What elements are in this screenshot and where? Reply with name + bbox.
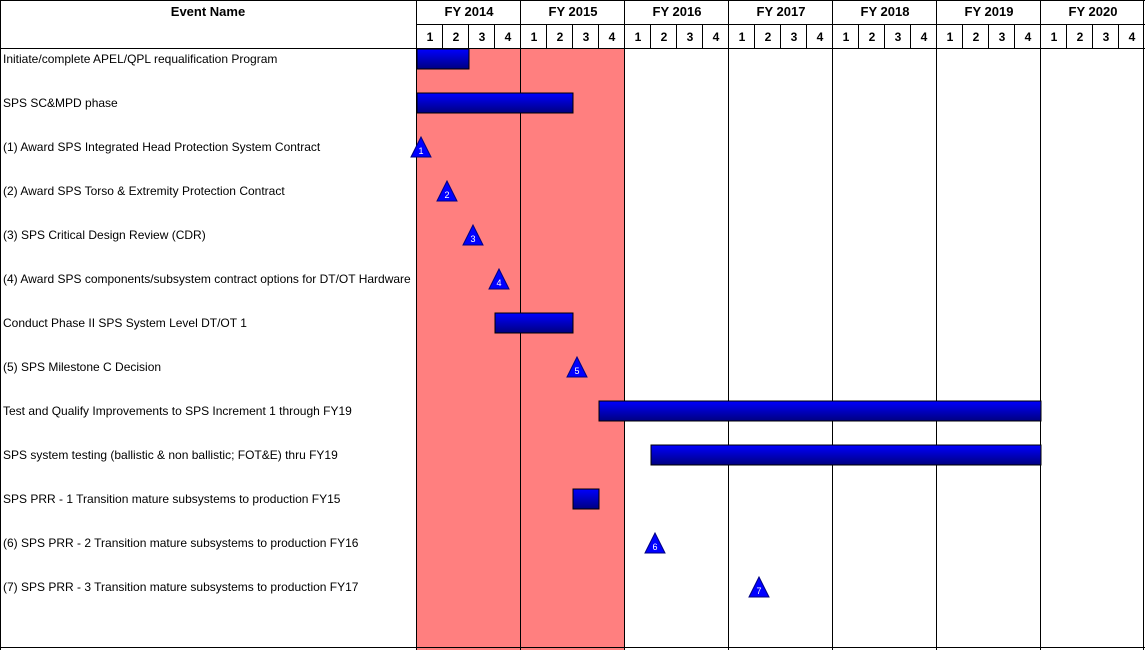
quarter-label: 2 [557, 30, 564, 44]
quarter-label: 1 [843, 30, 850, 44]
fiscal-year-label: FY 2019 [965, 4, 1014, 19]
task-bar [494, 312, 574, 334]
task-bar [416, 48, 470, 70]
milestone-triangle [748, 575, 770, 598]
milestone-number: 1 [418, 146, 423, 156]
event-label: Initiate/complete APEL/QPL requalificati… [3, 52, 277, 66]
quarter-label: 4 [817, 30, 824, 44]
task-bar [650, 444, 1042, 466]
milestone-triangle [462, 223, 484, 246]
quarter-label: 3 [791, 30, 798, 44]
task-bar [572, 488, 600, 510]
quarter-label: 2 [765, 30, 772, 44]
quarter-label: 4 [1025, 30, 1032, 44]
highlight-band-fy-2015 [521, 49, 625, 650]
milestone-triangle [644, 531, 666, 554]
milestone-number: 7 [756, 586, 761, 596]
event-label: (3) SPS Critical Design Review (CDR) [3, 228, 206, 242]
quarter-label: 1 [947, 30, 954, 44]
quarter-label: 2 [869, 30, 876, 44]
quarter-label: 3 [687, 30, 694, 44]
quarter-label: 1 [635, 30, 642, 44]
milestone-number: 4 [496, 278, 501, 288]
quarter-label: 4 [713, 30, 720, 44]
quarter-label: 2 [1077, 30, 1084, 44]
event-label: (7) SPS PRR - 3 Transition mature subsys… [3, 580, 359, 594]
event-label: (6) SPS PRR - 2 Transition mature subsys… [3, 536, 359, 550]
quarter-label: 3 [895, 30, 902, 44]
quarter-label: 3 [1103, 30, 1110, 44]
fiscal-year-label: FY 2015 [549, 4, 598, 19]
quarter-label: 1 [1051, 30, 1058, 44]
event-label: Test and Qualify Improvements to SPS Inc… [3, 404, 352, 418]
highlight-band-fy-2014 [417, 49, 521, 650]
milestone-triangle [566, 355, 588, 378]
task-bar [416, 92, 574, 114]
quarter-label: 3 [999, 30, 1006, 44]
milestone-number: 3 [470, 234, 475, 244]
quarter-label: 4 [609, 30, 616, 44]
event-label: SPS PRR - 1 Transition mature subsystems… [3, 492, 341, 506]
milestone-triangle [410, 135, 432, 158]
fiscal-year-label: FY 2016 [653, 4, 702, 19]
event-label: (1) Award SPS Integrated Head Protection… [3, 140, 321, 154]
event-label: (4) Award SPS components/subsystem contr… [3, 272, 411, 286]
milestone-number: 5 [574, 366, 579, 376]
quarter-label: 4 [921, 30, 928, 44]
fiscal-year-label: FY 2017 [757, 4, 806, 19]
quarter-label: 2 [973, 30, 980, 44]
milestone-number: 2 [444, 190, 449, 200]
event-label: SPS SC&MPD phase [3, 96, 118, 110]
milestone-number: 6 [652, 542, 657, 552]
quarter-label: 3 [479, 30, 486, 44]
quarter-label: 4 [1129, 30, 1136, 44]
quarter-label: 4 [505, 30, 512, 44]
quarter-label: 1 [427, 30, 434, 44]
event-name-header: Event Name [171, 4, 245, 19]
quarter-label: 1 [531, 30, 538, 44]
event-label: SPS system testing (ballistic & non ball… [3, 448, 338, 462]
event-label: (5) SPS Milestone C Decision [3, 360, 161, 374]
task-bar [598, 400, 1042, 422]
fiscal-year-label: FY 2020 [1069, 4, 1118, 19]
fiscal-year-label: FY 2014 [445, 4, 495, 19]
milestone-triangle [488, 267, 510, 290]
quarter-label: 2 [661, 30, 668, 44]
event-label: Conduct Phase II SPS System Level DT/OT … [3, 316, 247, 330]
quarter-label: 2 [453, 30, 460, 44]
milestone-triangle [436, 179, 458, 202]
event-label: (2) Award SPS Torso & Extremity Protecti… [3, 184, 285, 198]
quarter-label: 1 [739, 30, 746, 44]
quarter-label: 3 [583, 30, 590, 44]
fiscal-year-label: FY 2018 [861, 4, 910, 19]
